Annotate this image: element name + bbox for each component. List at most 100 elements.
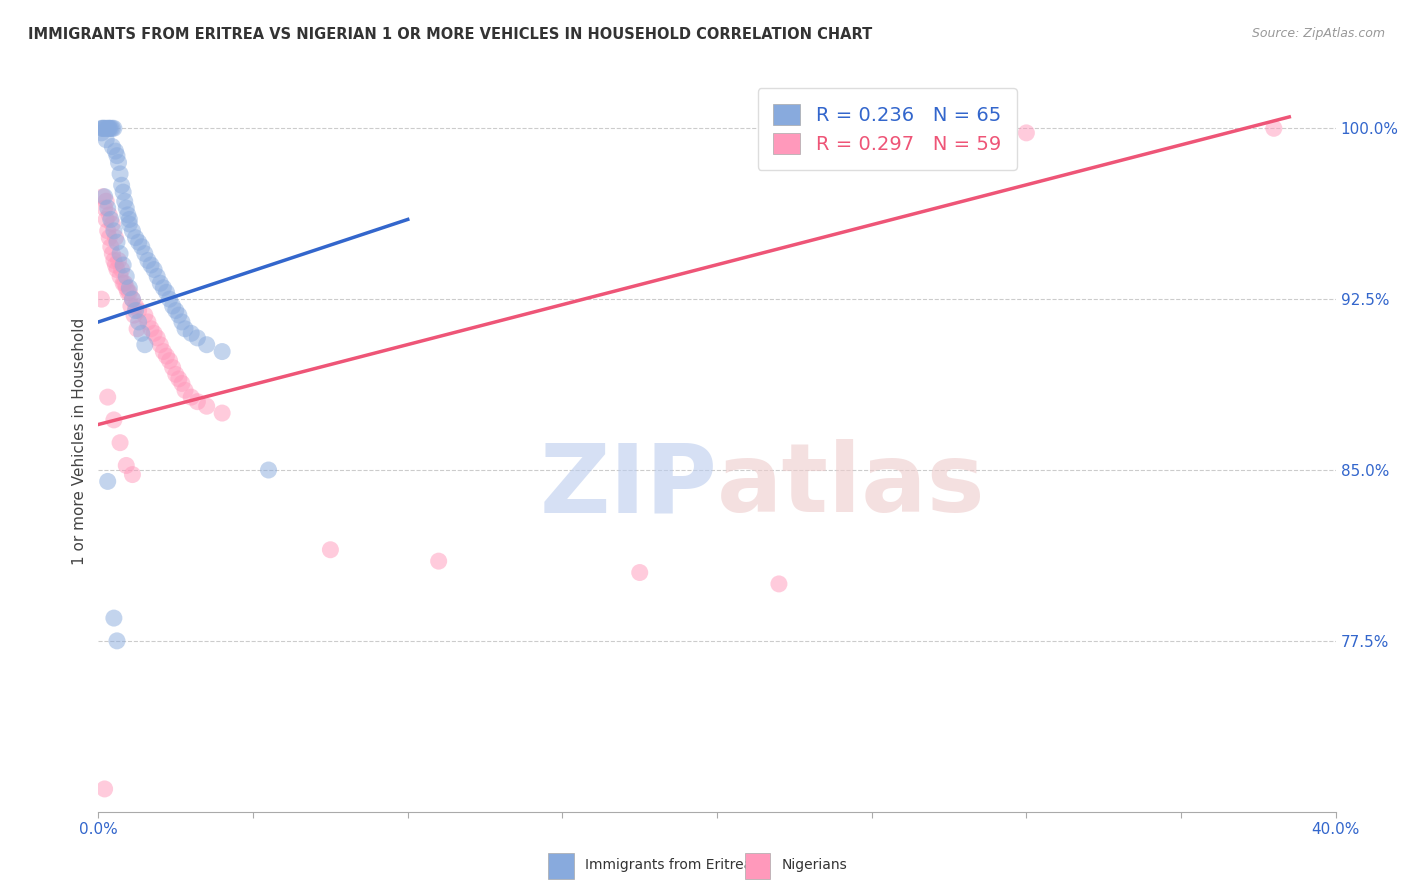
Point <box>121 467 143 482</box>
Point <box>91 121 114 136</box>
Point <box>93 201 115 215</box>
Point <box>134 246 156 260</box>
Point <box>111 262 132 277</box>
Point <box>143 262 166 277</box>
Point <box>143 326 166 341</box>
Point <box>136 315 159 329</box>
Point <box>104 144 127 158</box>
Point <box>103 224 125 238</box>
Point <box>96 121 118 136</box>
Point <box>257 463 280 477</box>
Point <box>152 281 174 295</box>
Point <box>195 399 218 413</box>
Point <box>108 269 131 284</box>
Point <box>97 475 120 489</box>
Point <box>93 189 115 203</box>
Point <box>101 217 124 231</box>
Point <box>1015 126 1038 140</box>
Point <box>128 235 150 250</box>
Point <box>108 435 131 450</box>
Point <box>170 315 193 329</box>
Point <box>134 337 156 351</box>
Point <box>131 240 153 254</box>
Legend: R = 0.236   N = 65, R = 0.297   N = 59: R = 0.236 N = 65, R = 0.297 N = 59 <box>758 88 1017 169</box>
Point <box>97 201 120 215</box>
Point <box>155 349 177 363</box>
Point <box>122 308 145 322</box>
Point <box>108 246 131 260</box>
Point <box>162 360 184 375</box>
Point <box>186 394 208 409</box>
Point <box>174 322 197 336</box>
Point <box>768 577 790 591</box>
Point <box>90 121 112 136</box>
Text: Nigerians: Nigerians <box>782 858 848 872</box>
Point <box>105 148 128 162</box>
Point <box>115 201 138 215</box>
Point <box>165 303 187 318</box>
Point <box>162 299 184 313</box>
Text: atlas: atlas <box>717 440 986 533</box>
Point <box>98 230 121 244</box>
Point <box>97 224 120 238</box>
Point <box>121 292 143 306</box>
Point <box>121 224 143 238</box>
Text: ZIP: ZIP <box>538 440 717 533</box>
Point <box>124 299 146 313</box>
Point <box>186 331 208 345</box>
Point <box>118 281 141 295</box>
Point <box>155 285 177 300</box>
Point <box>165 368 187 382</box>
Point <box>127 322 149 336</box>
Point <box>101 139 124 153</box>
Point <box>112 277 135 291</box>
Point <box>136 253 159 268</box>
Point <box>159 292 181 306</box>
Point <box>115 281 138 295</box>
Point <box>103 253 125 268</box>
Point <box>152 344 174 359</box>
Point <box>628 566 651 580</box>
Point <box>427 554 450 568</box>
Point <box>118 212 141 227</box>
Point <box>121 292 143 306</box>
Point <box>117 208 139 222</box>
Point <box>211 406 233 420</box>
Point <box>118 217 141 231</box>
Point <box>100 240 122 254</box>
Y-axis label: 1 or more Vehicles in Household: 1 or more Vehicles in Household <box>72 318 87 566</box>
Point <box>211 344 233 359</box>
Point <box>120 299 142 313</box>
Point <box>167 308 190 322</box>
Point <box>103 121 125 136</box>
Point <box>128 315 150 329</box>
Point <box>108 167 131 181</box>
Point <box>96 212 118 227</box>
Point <box>96 133 118 147</box>
Point <box>124 230 146 244</box>
Point <box>1263 121 1285 136</box>
Point <box>107 155 129 169</box>
Point <box>149 337 172 351</box>
Point <box>101 246 124 260</box>
Point <box>139 258 162 272</box>
Point <box>101 121 124 136</box>
Point <box>107 253 129 268</box>
Point <box>118 285 141 300</box>
Text: Immigrants from Eritrea: Immigrants from Eritrea <box>585 858 752 872</box>
Point <box>112 258 135 272</box>
Point <box>104 258 127 272</box>
Point <box>149 277 172 291</box>
Point <box>103 611 125 625</box>
Point <box>115 269 138 284</box>
Point <box>146 331 169 345</box>
Point <box>104 230 127 244</box>
Point <box>170 376 193 391</box>
Point <box>97 390 120 404</box>
Point <box>167 372 190 386</box>
Point <box>124 303 146 318</box>
Point <box>128 303 150 318</box>
Point <box>100 212 122 227</box>
Point <box>105 235 128 250</box>
Point <box>98 208 121 222</box>
